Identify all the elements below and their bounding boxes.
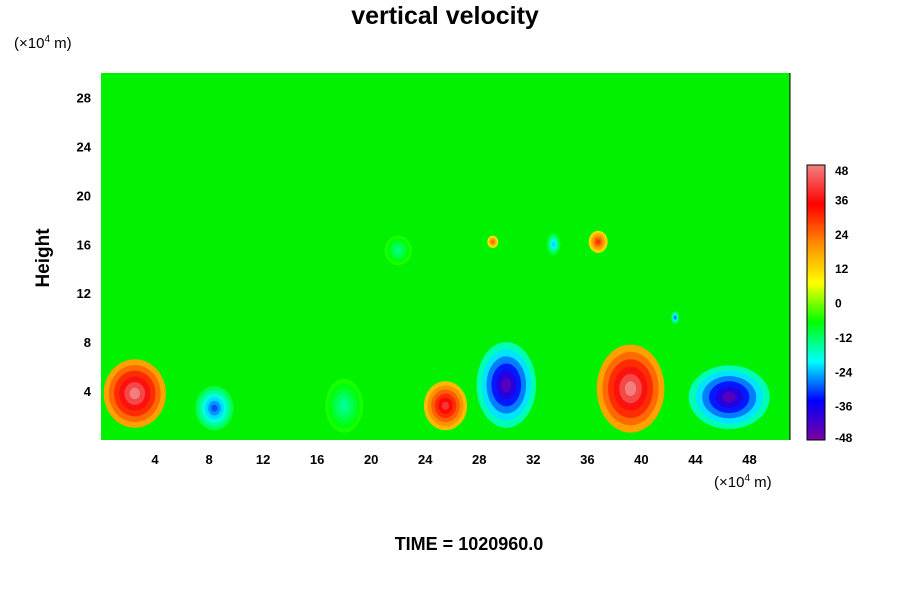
chart-title: vertical velocity [351, 2, 539, 30]
colorbar: 48 36 24 12 0 -12 -24 -36 -48 [806, 164, 853, 445]
colorbar-tick-label: 36 [835, 193, 849, 207]
plot-area [101, 73, 791, 440]
velocity-cell-7 [688, 365, 770, 429]
contour-band [674, 316, 677, 319]
x-tick-label: 4 [151, 452, 159, 467]
y-axis-label: Height [33, 228, 54, 288]
velocity-cell-5 [476, 342, 537, 428]
x-unit-exp: 4 [744, 473, 750, 484]
colorbar-tick-label: 24 [835, 228, 849, 242]
colorbar-tick-label: -24 [835, 365, 853, 379]
y-unit-prefix: (×10 [14, 35, 44, 52]
x-tick-label: 12 [256, 452, 270, 467]
velocity-cell-9 [487, 235, 499, 248]
x-unit-suffix: m) [750, 474, 772, 491]
y-tick-label: 24 [77, 139, 92, 154]
x-tick-label: 48 [742, 452, 756, 467]
time-label: TIME = 1020960.0 [395, 534, 544, 554]
y-tick-labels: 4 8 12 16 20 24 28 [77, 90, 92, 399]
contour-band [395, 247, 401, 253]
x-tick-label: 28 [472, 452, 486, 467]
velocity-cell-3 [325, 378, 364, 433]
colorbar-tick-label: -12 [835, 331, 853, 345]
contour-band [441, 401, 450, 410]
contour-band [491, 240, 494, 243]
velocity-cell-4 [423, 381, 468, 431]
contour-band [624, 381, 637, 396]
y-unit-label: (×104 m) [14, 34, 72, 52]
x-tick-label: 32 [526, 452, 540, 467]
contour-band [552, 242, 555, 247]
x-tick-label: 44 [688, 452, 703, 467]
y-tick-label: 20 [77, 188, 91, 203]
contour-field [103, 230, 770, 433]
velocity-cell-1 [103, 359, 166, 428]
x-tick-label: 40 [634, 452, 648, 467]
colorbar-tick-label: 0 [835, 297, 842, 311]
velocity-cell-6 [596, 344, 665, 433]
colorbar-tick-label: 12 [835, 262, 849, 276]
x-tick-label: 20 [364, 452, 378, 467]
colorbar-tick-label: 48 [835, 164, 849, 178]
contour-band [722, 391, 736, 403]
y-tick-label: 8 [84, 335, 91, 350]
y-unit-exp: 4 [44, 34, 50, 45]
x-unit-prefix: (×10 [714, 474, 744, 491]
x-tick-labels: 4 8 12 16 20 24 28 32 36 40 44 48 [151, 452, 756, 467]
velocity-cell-10 [546, 233, 561, 256]
x-unit-label: (×104 m) [714, 473, 772, 491]
contour-band [129, 387, 140, 400]
colorbar-tick-label: -48 [835, 431, 853, 445]
x-tick-label: 8 [205, 452, 212, 467]
velocity-cell-8 [588, 230, 608, 253]
velocity-cell-12 [671, 311, 680, 324]
y-tick-label: 4 [84, 384, 92, 399]
y-unit-suffix: m) [50, 35, 72, 52]
contour-band [596, 239, 600, 244]
y-tick-label: 28 [77, 90, 91, 105]
contour-band [501, 377, 512, 393]
contour-band [341, 401, 348, 411]
x-tick-label: 16 [310, 452, 324, 467]
plot-background [101, 73, 790, 440]
y-tick-label: 16 [77, 237, 91, 252]
velocity-cell-11 [384, 235, 412, 266]
colorbar-tick-labels: 48 36 24 12 0 -12 -24 -36 -48 [835, 164, 853, 445]
velocity-cell-2 [195, 386, 234, 431]
y-tick-label: 12 [77, 286, 91, 301]
colorbar-bar [806, 164, 826, 441]
contour-band [211, 404, 218, 412]
x-tick-label: 24 [418, 452, 433, 467]
colorbar-tick-label: -36 [835, 400, 853, 414]
x-tick-label: 36 [580, 452, 594, 467]
